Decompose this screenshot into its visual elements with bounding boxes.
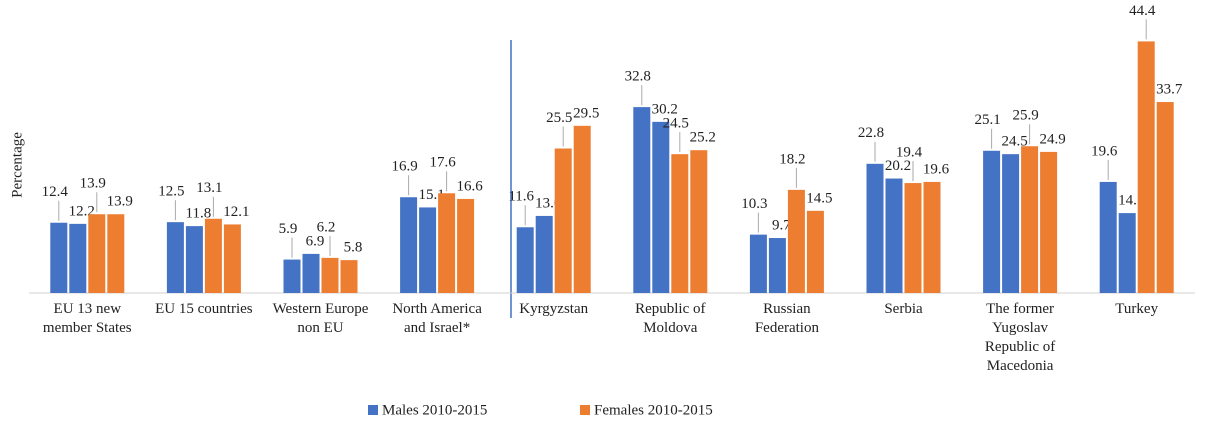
bar [866,163,884,293]
legend-swatch [368,405,378,415]
x-tick-label: EU 15 countries [155,301,253,317]
bar [321,257,339,293]
x-tick-label: Turkey [1115,301,1159,317]
data-label: 33.7 [1156,81,1183,97]
data-label: 6.2 [317,219,336,235]
bar [633,107,651,293]
data-label: 11.8 [186,206,212,222]
bar [166,222,184,293]
bar [787,189,805,293]
bar [768,238,786,293]
data-label: 13.1 [196,180,222,196]
legend-label: Females 2010-2015 [594,402,713,418]
data-label: 25.1 [974,112,1000,128]
bar [1156,102,1174,294]
data-label: 13.9 [80,176,106,192]
bar [904,183,922,293]
bar [983,150,1001,293]
data-label: 5.9 [279,221,298,237]
bar [652,121,670,293]
data-label: 24.9 [1039,131,1065,147]
legend-swatch [580,405,590,415]
bar [223,224,241,293]
bar [457,198,475,293]
data-label: 29.5 [573,105,599,121]
bar [283,259,301,293]
bar [400,197,418,293]
data-label: 22.8 [858,125,884,141]
bar [806,210,824,293]
bar [671,154,689,293]
x-tick-label: The former Yugoslav Republic of Macedoni… [984,301,1056,374]
data-label: 6.9 [306,233,325,249]
data-label: 24.5 [663,116,689,132]
legend-label: Males 2010-2015 [382,402,487,418]
data-label: 19.6 [1091,143,1118,159]
data-label: 24.5 [1001,134,1027,150]
data-label: 25.9 [1012,108,1038,124]
bar [1099,181,1117,293]
bar [204,218,222,293]
data-label: 25.2 [690,130,716,146]
bar [1040,151,1058,293]
data-label: 18.2 [779,151,805,167]
bar [923,181,941,293]
x-tick-label: Russian Federation [754,301,819,336]
data-label: 44.4 [1129,3,1156,19]
bar [885,178,903,293]
x-tick-label: Western Europe non EU [272,301,369,336]
data-label: 10.3 [741,196,767,212]
bar [554,148,572,293]
data-label: 5.8 [344,240,363,256]
bar [302,253,320,293]
bar [88,214,106,293]
data-label: 20.2 [885,158,911,174]
bar [535,215,553,293]
x-tick-label: Republic of Moldova [635,301,706,336]
bar [573,125,591,293]
data-label: 25.5 [546,110,572,126]
x-tick-label: EU 13 new member States [42,301,132,336]
data-label: 14.5 [806,190,832,206]
x-tick-label: Kyrgyzstan [519,301,589,317]
data-label: 12.1 [223,204,249,220]
bar [50,222,68,293]
data-label: 16.6 [456,178,483,194]
bar [1118,213,1136,293]
bar [438,193,456,293]
bar [185,226,203,293]
bar [516,227,534,293]
x-tick-label: Serbia [884,301,923,317]
data-label: 9.7 [772,217,791,233]
data-label: 11.6 [508,189,534,205]
data-label: 19.6 [923,161,950,177]
y-axis-label: Percentage [9,132,25,198]
data-label: 12.5 [158,184,184,200]
bar [419,207,437,293]
data-label: 32.8 [625,69,651,85]
data-label: 30.2 [652,101,678,117]
bar [690,150,708,293]
bar [107,214,125,293]
bar [1021,146,1039,293]
bar [69,223,87,293]
bar [1137,41,1155,294]
data-label: 13.9 [107,194,133,210]
bar [749,234,767,293]
data-label: 17.6 [429,155,456,171]
bar [1002,154,1020,293]
data-label: 16.9 [391,159,417,175]
x-tick-label: North America and Israel* [392,301,482,336]
data-label: 19.4 [896,145,923,161]
data-label: 12.4 [42,184,69,200]
bar [340,260,358,293]
